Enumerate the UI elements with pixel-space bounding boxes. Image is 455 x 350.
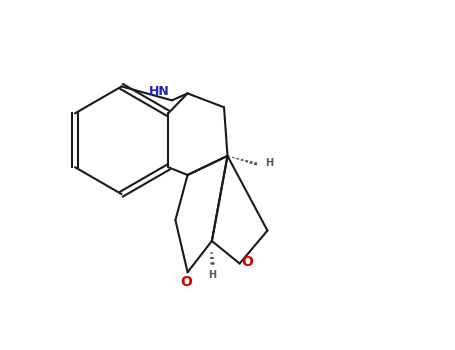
Text: O: O [180, 275, 192, 289]
Text: H: H [208, 271, 216, 280]
Text: H: H [265, 158, 273, 168]
Text: O: O [242, 256, 253, 270]
Text: HN: HN [148, 85, 169, 98]
